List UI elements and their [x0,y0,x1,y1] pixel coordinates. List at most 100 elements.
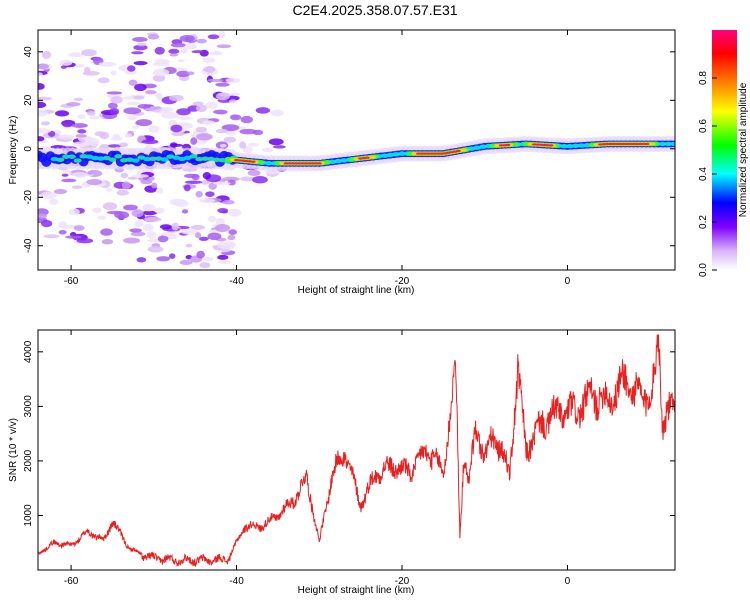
spectrogram-cell [228,208,242,217]
spectrogram-cell [127,176,138,180]
spectrogram-cell [268,138,284,146]
spectrogram-cell [252,175,268,184]
spectrogram-cell [247,142,259,147]
y-tick-label: 20 [23,94,34,106]
spectrogram-cell [217,241,235,250]
spectrogram-cell [59,59,73,66]
spectrogram-cell [128,79,138,86]
spectrogram-cell [179,259,193,265]
spectrogram-cell [208,215,216,223]
spectrogram-cell [200,180,210,185]
spectrogram-cell [152,74,166,82]
colorbar: 0.0 0.2 0.4 0.6 0.8 Normalized spectral ampl… [698,30,749,277]
colorbar-tick-label: 0.0 [698,263,709,277]
spectrogram-cell [131,158,140,163]
spectrogram-cell [97,77,110,84]
spectrogram-cell [98,61,117,67]
spectrogram-cell [135,119,153,127]
spectrogram-cell [119,142,129,148]
spectrogram-cell [215,92,230,101]
spectrogram-cell [225,77,241,84]
spectrogram-cell [273,145,286,149]
spectrogram-cell [183,173,199,179]
spectrogram-cell [364,156,370,159]
spectrogram-cell [455,149,461,153]
spectrogram-cell [207,34,220,40]
spectrogram-cell [110,70,117,76]
spectrogram-cell [110,96,123,104]
spectrogram-cell [41,121,51,126]
spectrogram-cell [202,57,216,63]
spectrogram-cell [192,101,204,106]
snr-plot-area [38,334,675,568]
spectrogram-cell [247,169,261,177]
spectrogram-cell [169,253,176,259]
spectrogram-cell [204,101,218,109]
spectrogram-cell [120,172,129,179]
spectrogram-cell [213,50,220,54]
spectrogram-cell [191,50,205,54]
spectrogram-cell [184,180,203,185]
spectrogram-cell [71,172,88,178]
spectrogram-cell [114,154,123,159]
x-tick-label: -40 [229,276,244,287]
x-tick-label: -60 [64,576,79,587]
spectrogram-cell [75,133,87,138]
spectrogram-cell [195,190,203,198]
spectrogram-cell [131,51,144,55]
spectrogram-cell [73,158,82,163]
spectrogram-cell [99,131,110,140]
spectrogram-frame [37,29,676,271]
spectrogram-cell [644,142,650,146]
spectrogram-cell [169,53,179,57]
spectrogram-cell [106,91,123,95]
colorbar-tick-label: 0.4 [698,167,709,181]
spectrogram-cell [58,229,67,235]
spectrogram-cell [221,210,228,214]
spectrogram-cell [215,217,225,226]
spectrogram-cell [199,198,216,203]
spectrogram-cell [181,229,199,235]
spectrogram-cell [199,262,211,269]
x-tick-label: -20 [395,276,410,287]
spectrogram-cell [168,48,180,54]
spectrogram-cell [142,204,156,212]
spectrogram-cell [207,232,222,241]
spectrogram-cell [214,224,231,233]
colorbar-tick-label: 0.8 [698,71,709,85]
spectrogram-cell [147,34,160,40]
spectrogram-cell [41,50,52,59]
spectrogram-cell [261,147,274,153]
y-tick-label: 1000 [23,504,34,527]
snr-panel: -60 -40 -20 0 1000 2000 3000 4000 Height of st… [8,329,676,596]
spectrogram-cell [156,187,164,194]
spectrogram-cell [177,116,194,120]
spectrogram-cell [123,204,138,211]
spectrogram-cell [202,120,215,125]
spectrogram-cell [134,220,144,227]
spectrogram-cell [152,109,171,114]
x-tick-label: -20 [395,576,410,587]
spectrogram-cell [68,208,80,216]
spectrogram-cell [129,228,143,233]
snr-y-ticks: 1000 2000 3000 4000 [23,340,675,527]
spectrogram-cell [38,72,43,77]
colorbar-gradient [712,30,737,270]
spectrogram-cell [221,176,240,182]
spectrogram-cell [123,237,141,244]
spectrogram-cell [398,151,406,156]
spectrogram-cell [133,44,148,51]
spectrogram-cell [227,234,236,241]
spectrogram-cell [171,222,180,231]
spectrogram-panel: -60 -40 -20 0 -40 -20 0 20 40 Height of straigh… [8,29,676,296]
spectrogram-cell [168,94,184,102]
spectrogram-cell [183,184,191,192]
spectrogram-cell [73,225,85,231]
spectrogram-cell [43,234,60,239]
spectrogram-cell [512,142,520,147]
spectrogram-cell [53,189,68,195]
spectrogram-cell [250,160,256,163]
spectrogram-cell [270,109,284,117]
spectrogram-cell [141,210,158,216]
y-tick-label: -20 [23,190,34,205]
